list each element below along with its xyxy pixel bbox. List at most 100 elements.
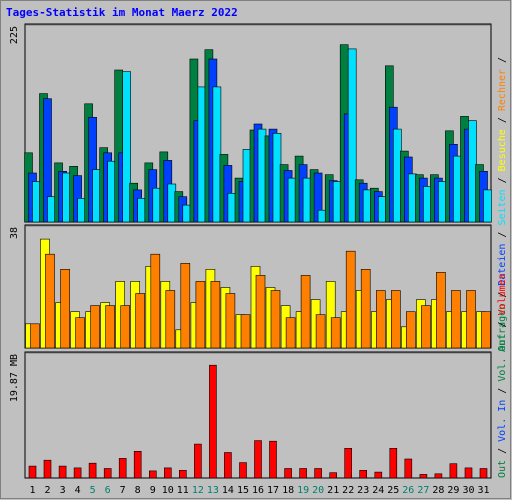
bar-volumen-day-3: [58, 465, 67, 479]
x-tick-label-day-4: 4: [75, 485, 81, 496]
x-tick-label-day-24: 24: [372, 485, 384, 496]
x-tick-label-day-31: 31: [477, 485, 489, 496]
bar-volumen-day-1: [28, 465, 37, 479]
x-tick-label-day-2: 2: [44, 485, 50, 496]
y-max-label-volume: 19.87 MB: [9, 354, 20, 402]
bar-rechner-day-6: [105, 305, 115, 349]
legend-top-item-1: /: [497, 292, 508, 304]
bar-volumen-day-31: [479, 468, 488, 479]
x-tick-label-day-19: 19: [297, 485, 309, 496]
bar-volumen-day-8: [133, 450, 142, 479]
legend-top-item-6: Besuche: [497, 129, 508, 177]
bar-volumen-day-23: [359, 469, 368, 479]
plot-area-volume: [24, 351, 492, 479]
x-tick-label-day-27: 27: [417, 485, 429, 496]
legend-top-item-8: Rechner: [497, 69, 508, 117]
bar-volumen-day-20: [314, 468, 322, 479]
legend-top-item-5: /: [497, 177, 508, 189]
bar-rechner-day-16: [255, 275, 266, 349]
x-tick-label-day-8: 8: [135, 485, 141, 496]
bar-besuche-day-21: [325, 281, 336, 349]
x-tick-label-day-1: 1: [29, 485, 35, 496]
legend-top-item-4: Seiten: [497, 189, 508, 231]
bar-rechner-day-1: [30, 323, 40, 349]
bar-volumen-day-6: [103, 468, 112, 479]
legend-top-item-9: /: [497, 57, 508, 69]
x-tick-label-day-12: 12: [192, 485, 204, 496]
bar-volumen-day-19: [299, 468, 307, 479]
bar-rechner-day-2: [45, 253, 55, 349]
bar-rechner-day-9: [150, 253, 161, 349]
bar-volumen-day-22: [344, 447, 353, 479]
bar-rechner-day-23: [360, 268, 371, 349]
x-tick-label-day-10: 10: [162, 485, 174, 496]
bar-seiten-day-8: [137, 198, 146, 223]
x-tick-label-day-23: 23: [357, 485, 369, 496]
x-tick-label-day-17: 17: [267, 485, 279, 496]
legend-bottom-item-5: /: [497, 321, 508, 333]
x-tick-label-day-7: 7: [120, 485, 126, 496]
bar-rechner-day-14: [225, 293, 236, 349]
bar-rechner-day-11: [180, 262, 191, 349]
bar-volumen-day-16: [254, 440, 262, 479]
x-tick-label-day-6: 6: [105, 485, 111, 496]
bar-volumen-day-10: [164, 467, 172, 479]
bar-seiten-day-26: [407, 173, 417, 223]
bar-volumen-day-17: [269, 440, 277, 479]
y-max-label-hits: 225: [9, 26, 20, 44]
bar-volumen-day-28: [434, 473, 443, 479]
bar-rechner-day-5: [90, 305, 100, 349]
x-tick-label-day-21: 21: [327, 485, 339, 496]
legend-bottom-item-4: Vol. Out: [497, 333, 508, 387]
x-tick-label-day-30: 30: [462, 485, 474, 496]
bar-volumen-day-26: [404, 458, 413, 479]
bar-volumen-day-25: [389, 447, 398, 479]
chart-title: Tages-Statistik im Monat Maerz 2022: [6, 6, 238, 19]
bar-rechner-day-30: [466, 290, 476, 349]
bar-volumen-day-21: [329, 472, 338, 479]
bar-volumen-day-12: [194, 443, 202, 479]
bar-rechner-day-8: [135, 293, 145, 349]
x-tick-label-day-9: 9: [150, 485, 156, 496]
x-tick-label-day-20: 20: [312, 485, 324, 496]
bar-volumen-day-24: [374, 471, 383, 479]
y-max-label-visits: 38: [9, 227, 20, 239]
bar-rechner-day-21: [330, 317, 341, 349]
bar-rechner-day-13: [210, 281, 221, 349]
bar-rechner-day-17: [270, 290, 281, 349]
bar-rechner-day-25: [390, 290, 401, 349]
bar-seiten-day-29: [453, 155, 462, 223]
legend-bottom-item-2: Vol. In: [497, 400, 508, 448]
bar-rechner-day-27: [421, 305, 431, 349]
bar-rechner-day-28: [436, 271, 446, 349]
legend-top-item-3: /: [497, 232, 508, 244]
bar-rechner-day-24: [375, 290, 386, 349]
bar-seiten-day-17: [272, 133, 282, 223]
x-tick-label-day-11: 11: [177, 485, 189, 496]
legend-top: Anfragen / Dateien / Seiten / Besuche / …: [497, 57, 508, 352]
legend-top-item-0: Anfragen: [497, 304, 508, 352]
x-tick-label-day-28: 28: [432, 485, 444, 496]
bar-rechner-day-10: [165, 290, 176, 349]
bar-seiten-day-7: [122, 71, 131, 223]
legend-bottom-item-0: Out: [497, 460, 508, 478]
bar-rechner-day-29: [451, 290, 461, 349]
legend-top-item-2: Dateien: [497, 244, 508, 292]
bar-rechner-day-7: [120, 305, 130, 349]
bar-rechner-day-12: [195, 281, 206, 349]
x-tick-label-day-25: 25: [387, 485, 399, 496]
bar-rechner-day-20: [315, 314, 326, 349]
x-tick-label-day-29: 29: [447, 485, 459, 496]
x-tick-label-day-22: 22: [342, 485, 354, 496]
bar-volumen-day-11: [179, 469, 187, 479]
bar-volumen-day-13: [209, 364, 217, 479]
x-tick-label-day-14: 14: [222, 485, 234, 496]
bar-seiten-day-31: [483, 189, 492, 223]
bar-volumen-day-7: [118, 458, 127, 479]
legend-bottom-item-6: Volumen: [497, 273, 508, 321]
bar-rechner-day-31: [481, 311, 491, 349]
bar-rechner-day-4: [75, 317, 85, 349]
bar-volumen-day-18: [284, 468, 292, 479]
bar-volumen-day-30: [464, 467, 473, 479]
bar-volumen-day-5: [88, 462, 97, 479]
